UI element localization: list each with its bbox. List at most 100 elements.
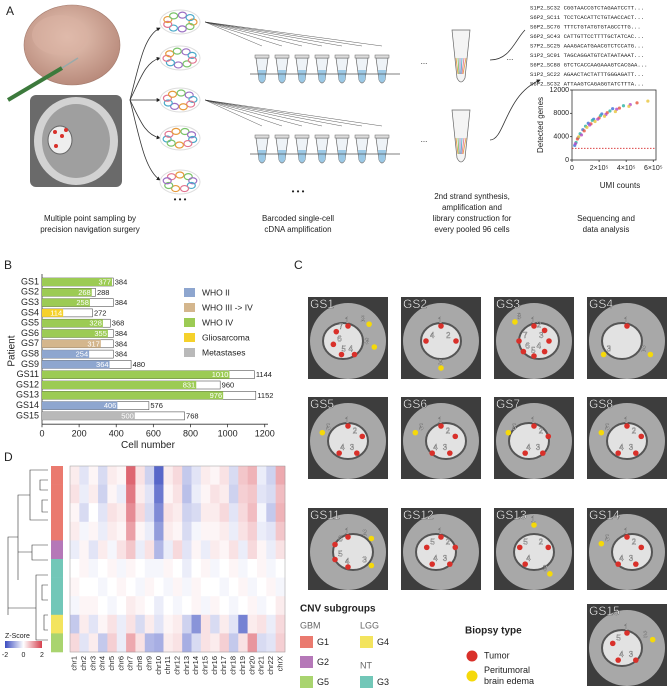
caption: data analysis <box>583 225 630 234</box>
total-label: 384 <box>115 350 128 359</box>
y-tick-label: 4000 <box>553 134 569 141</box>
biopsy-point <box>447 561 453 567</box>
biopsy-point <box>624 323 630 329</box>
heatmap-cell <box>116 484 127 504</box>
point-label: 5 <box>326 423 331 432</box>
cell <box>179 184 190 193</box>
biopsy-point <box>609 640 616 647</box>
biopsy-point <box>368 535 375 542</box>
heatmap-cell <box>256 503 267 523</box>
sequence: S7P2_SC25 AAAGACATGAACGTCTCCATG... <box>530 42 644 49</box>
biopsy-point <box>624 423 630 429</box>
x-tick-label: 6×10⁵ <box>644 165 663 172</box>
heatmap-cell <box>88 614 99 634</box>
legend-group: NT <box>360 660 372 670</box>
mri-lesion <box>601 629 643 667</box>
point-label: 2 <box>539 426 544 435</box>
legend-label: G4 <box>377 637 389 647</box>
mri-lesion <box>327 422 369 460</box>
heatmap-cell <box>200 559 211 578</box>
barcode-arrow <box>204 21 323 47</box>
bar <box>42 278 112 286</box>
heatmap-cell <box>191 484 202 504</box>
legend-label-line: brain edema <box>484 676 534 686</box>
heatmap-cell <box>88 466 99 485</box>
x-tick-label: chr5 <box>107 656 116 671</box>
heatmap-cell <box>107 466 118 485</box>
y-tick-label: 12000 <box>550 87 570 94</box>
heatmap-cell <box>144 577 155 597</box>
x-tick-label: chr13 <box>182 656 191 675</box>
x-tick-label: chr19 <box>238 656 247 675</box>
heatmap-cell <box>228 559 239 578</box>
ellipsis: ... <box>421 135 428 144</box>
pool-mix <box>455 57 459 75</box>
mri-lesion <box>425 422 467 460</box>
value-label: 114 <box>50 308 62 317</box>
cell <box>185 13 195 22</box>
heatmap-cell <box>126 596 136 616</box>
y-tick-label: GS5 <box>21 318 39 328</box>
point <box>596 117 600 121</box>
y-tick-label: GS1 <box>21 276 39 286</box>
point-label: 2 <box>446 537 451 546</box>
heatmap-cell <box>126 577 136 597</box>
heatmap-cell <box>79 577 89 597</box>
heatmap-cell <box>154 577 164 597</box>
bar <box>42 401 118 410</box>
point <box>627 104 631 108</box>
legend-swatch <box>300 676 313 688</box>
row-group <box>51 596 63 616</box>
value-label: 406 <box>104 401 117 410</box>
biopsy-point <box>512 319 518 325</box>
heatmap-cell <box>116 503 127 523</box>
heatmap-cell <box>275 540 286 560</box>
point <box>590 118 594 122</box>
total-label: 384 <box>115 277 128 286</box>
biopsy-point <box>541 327 548 334</box>
heatmap-cell <box>210 577 220 597</box>
heatmap-cell <box>154 540 164 560</box>
heatmap-cell <box>256 540 267 560</box>
biopsy-point <box>531 323 537 329</box>
heatmap-cell <box>135 596 146 616</box>
point-label: 4 <box>526 554 531 563</box>
total-label: 480 <box>133 360 146 369</box>
y-tick-label: 0 <box>565 157 569 164</box>
heatmap-cell <box>219 633 230 653</box>
heatmap-cell <box>107 614 118 634</box>
heatmap-cell <box>191 559 202 578</box>
image-label: GS8 <box>589 397 613 411</box>
biopsy-point <box>345 564 351 570</box>
heatmap-cell <box>256 633 267 653</box>
point-label: 4 <box>619 443 624 452</box>
heatmap-cell <box>98 596 108 616</box>
heatmap-cell <box>238 577 248 597</box>
heatmap-cell <box>154 466 164 485</box>
biopsy-point <box>332 541 338 548</box>
bar <box>42 411 135 420</box>
legend-label: Peritumoral brain edema <box>484 665 534 686</box>
pool-mix <box>462 57 467 75</box>
tube-cap <box>354 134 370 139</box>
heatmap-cell <box>135 540 146 560</box>
heatmap-cell <box>88 559 99 578</box>
biopsy-point <box>522 561 528 567</box>
heatmap-cell <box>98 484 108 504</box>
x-tick-label: chr17 <box>219 656 228 675</box>
heatmap-cell <box>200 596 211 616</box>
heatmap-cell <box>238 633 248 653</box>
point <box>585 125 589 129</box>
heatmap-cell <box>247 484 258 504</box>
point-label: 4 <box>619 650 624 659</box>
point-label: 1 <box>438 527 443 536</box>
row-group <box>51 633 63 653</box>
heatmap-cell <box>135 503 146 523</box>
point-label: 3 <box>629 443 634 452</box>
heatmap-cell <box>238 596 248 616</box>
biopsy-point <box>336 450 342 456</box>
biopsy-point <box>547 571 553 577</box>
heatmap-cell <box>200 540 211 560</box>
heatmap-cell <box>182 484 192 504</box>
